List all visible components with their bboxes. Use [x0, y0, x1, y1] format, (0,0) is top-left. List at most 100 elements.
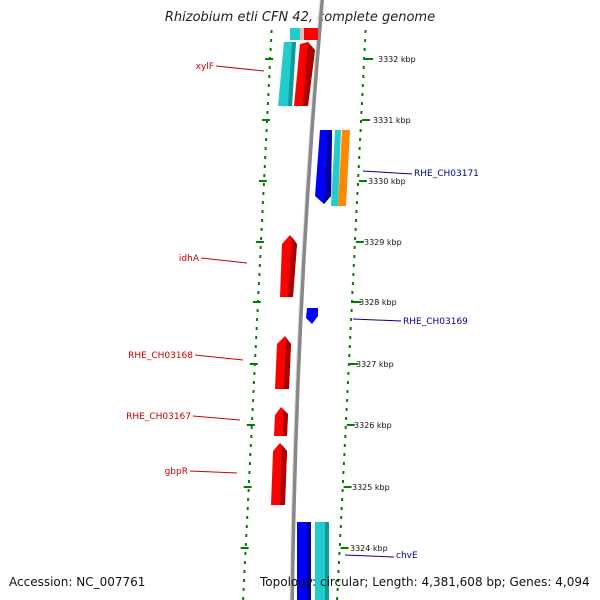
- gc-tick: [358, 147, 361, 150]
- gc-tick: [362, 75, 365, 78]
- gc-tick: [248, 462, 251, 465]
- feature-xylf-cyan-shade: [288, 42, 296, 106]
- gc-tick: [361, 93, 364, 96]
- gc-tick: [339, 525, 342, 528]
- gc-tick: [342, 480, 344, 483]
- gc-tick: [338, 552, 341, 555]
- gc-tick: [345, 408, 348, 411]
- gc-tick: [259, 255, 262, 258]
- gc-tick: [257, 291, 260, 294]
- gc-tick: [250, 435, 253, 438]
- feature-rhe-ch03171-orange: [338, 130, 350, 206]
- gc-tick: [353, 255, 356, 258]
- feature-gbpr-shade: [280, 445, 287, 505]
- gene-label-left: idhA: [179, 254, 200, 264]
- gc-tick: [359, 129, 362, 132]
- gc-tick: [242, 588, 245, 591]
- gc-tick: [352, 273, 355, 276]
- gc-tick: [358, 156, 361, 159]
- gene-label-left: RHE_CH03168: [128, 351, 193, 361]
- gc-tick: [338, 543, 341, 546]
- genome-backbone-highlight: [289, 0, 321, 600]
- kbp-tick-label: 3326 kbp: [354, 421, 392, 430]
- genome-info-text: Topology: circular; Length: 4,381,608 bp…: [260, 575, 590, 589]
- gc-tick: [360, 111, 363, 114]
- leader-line: [362, 170, 413, 175]
- gc-tick: [361, 84, 364, 87]
- gc-tick: [356, 183, 359, 186]
- gc-tick: [336, 588, 339, 591]
- leader-line: [200, 257, 248, 264]
- gc-tick: [268, 75, 271, 78]
- gc-tick: [254, 354, 257, 357]
- gc-tick: [247, 489, 250, 492]
- gc-tick: [342, 471, 345, 474]
- gc-major-tick: [365, 58, 374, 60]
- gc-major-tick: [340, 547, 349, 549]
- gc-major-tick: [262, 119, 270, 121]
- gc-tick: [355, 210, 358, 213]
- gc-tick: [245, 534, 248, 537]
- gene-label-left: gbpR: [165, 467, 188, 477]
- gc-tick: [360, 120, 362, 123]
- gc-tick: [250, 426, 253, 429]
- gc-tick: [363, 57, 366, 60]
- gene-label-right: chvE: [396, 551, 418, 561]
- gene-label-left: RHE_CH03167: [126, 412, 191, 422]
- feature-top-cyan: [290, 28, 302, 40]
- gc-tick: [245, 525, 248, 528]
- gc-major-tick: [349, 363, 358, 365]
- gc-tick: [246, 507, 249, 510]
- gc-tick: [359, 138, 362, 141]
- gc-tick: [351, 282, 354, 285]
- gc-tick: [244, 543, 247, 546]
- gc-tick: [261, 219, 264, 222]
- gc-tick: [249, 444, 252, 447]
- kbp-tick-label: 3324 kbp: [350, 544, 388, 553]
- gc-tick: [251, 408, 254, 411]
- kbp-scale: 3332 kbp 3331 kbp 3330 kbp 3329 kbp 3328 kbp…: [350, 55, 416, 553]
- gc-tick: [360, 102, 363, 105]
- gc-tick: [354, 237, 357, 240]
- gc-tick: [341, 489, 344, 492]
- gc-tick: [354, 228, 357, 231]
- gc-major-tick: [362, 119, 370, 121]
- feature-idha-shade: [288, 237, 297, 297]
- gc-tick: [251, 417, 254, 420]
- gc-tick: [269, 48, 272, 51]
- kbp-tick-label: 3327 kbp: [356, 360, 394, 369]
- gc-tick: [261, 210, 264, 213]
- gc-tick: [351, 291, 354, 294]
- gc-tick: [357, 174, 360, 177]
- gc-tick: [350, 309, 353, 312]
- gc-tick: [346, 399, 349, 402]
- gc-tick: [336, 597, 339, 600]
- gc-tick: [363, 48, 366, 51]
- gc-tick: [265, 129, 268, 132]
- gc-tick: [252, 390, 255, 393]
- gene-label-right: RHE_CH03171: [414, 169, 479, 179]
- accession-text: Accession: NC_007761: [9, 575, 146, 589]
- kbp-tick-label: 3325 kbp: [352, 483, 390, 492]
- gc-tick: [355, 201, 358, 204]
- gc-major-tick: [240, 547, 249, 549]
- kbp-tick-label: 3330 kbp: [368, 177, 406, 186]
- gc-tick: [264, 147, 267, 150]
- gc-tick: [248, 471, 251, 474]
- gc-tick: [268, 66, 271, 69]
- gc-major-tick: [246, 424, 255, 426]
- gc-track-left: [240, 30, 274, 600]
- gc-tick: [341, 498, 344, 501]
- gc-major-tick: [258, 180, 267, 182]
- gc-tick: [348, 345, 351, 348]
- gc-tick: [256, 318, 259, 321]
- gc-tick: [252, 381, 255, 384]
- kbp-tick-label: 3329 kbp: [364, 238, 402, 247]
- gc-tick: [343, 444, 346, 447]
- gc-major-tick: [358, 180, 367, 182]
- gc-tick: [340, 516, 343, 519]
- gc-tick: [260, 237, 263, 240]
- gc-tick: [342, 462, 345, 465]
- gc-tick: [261, 201, 264, 204]
